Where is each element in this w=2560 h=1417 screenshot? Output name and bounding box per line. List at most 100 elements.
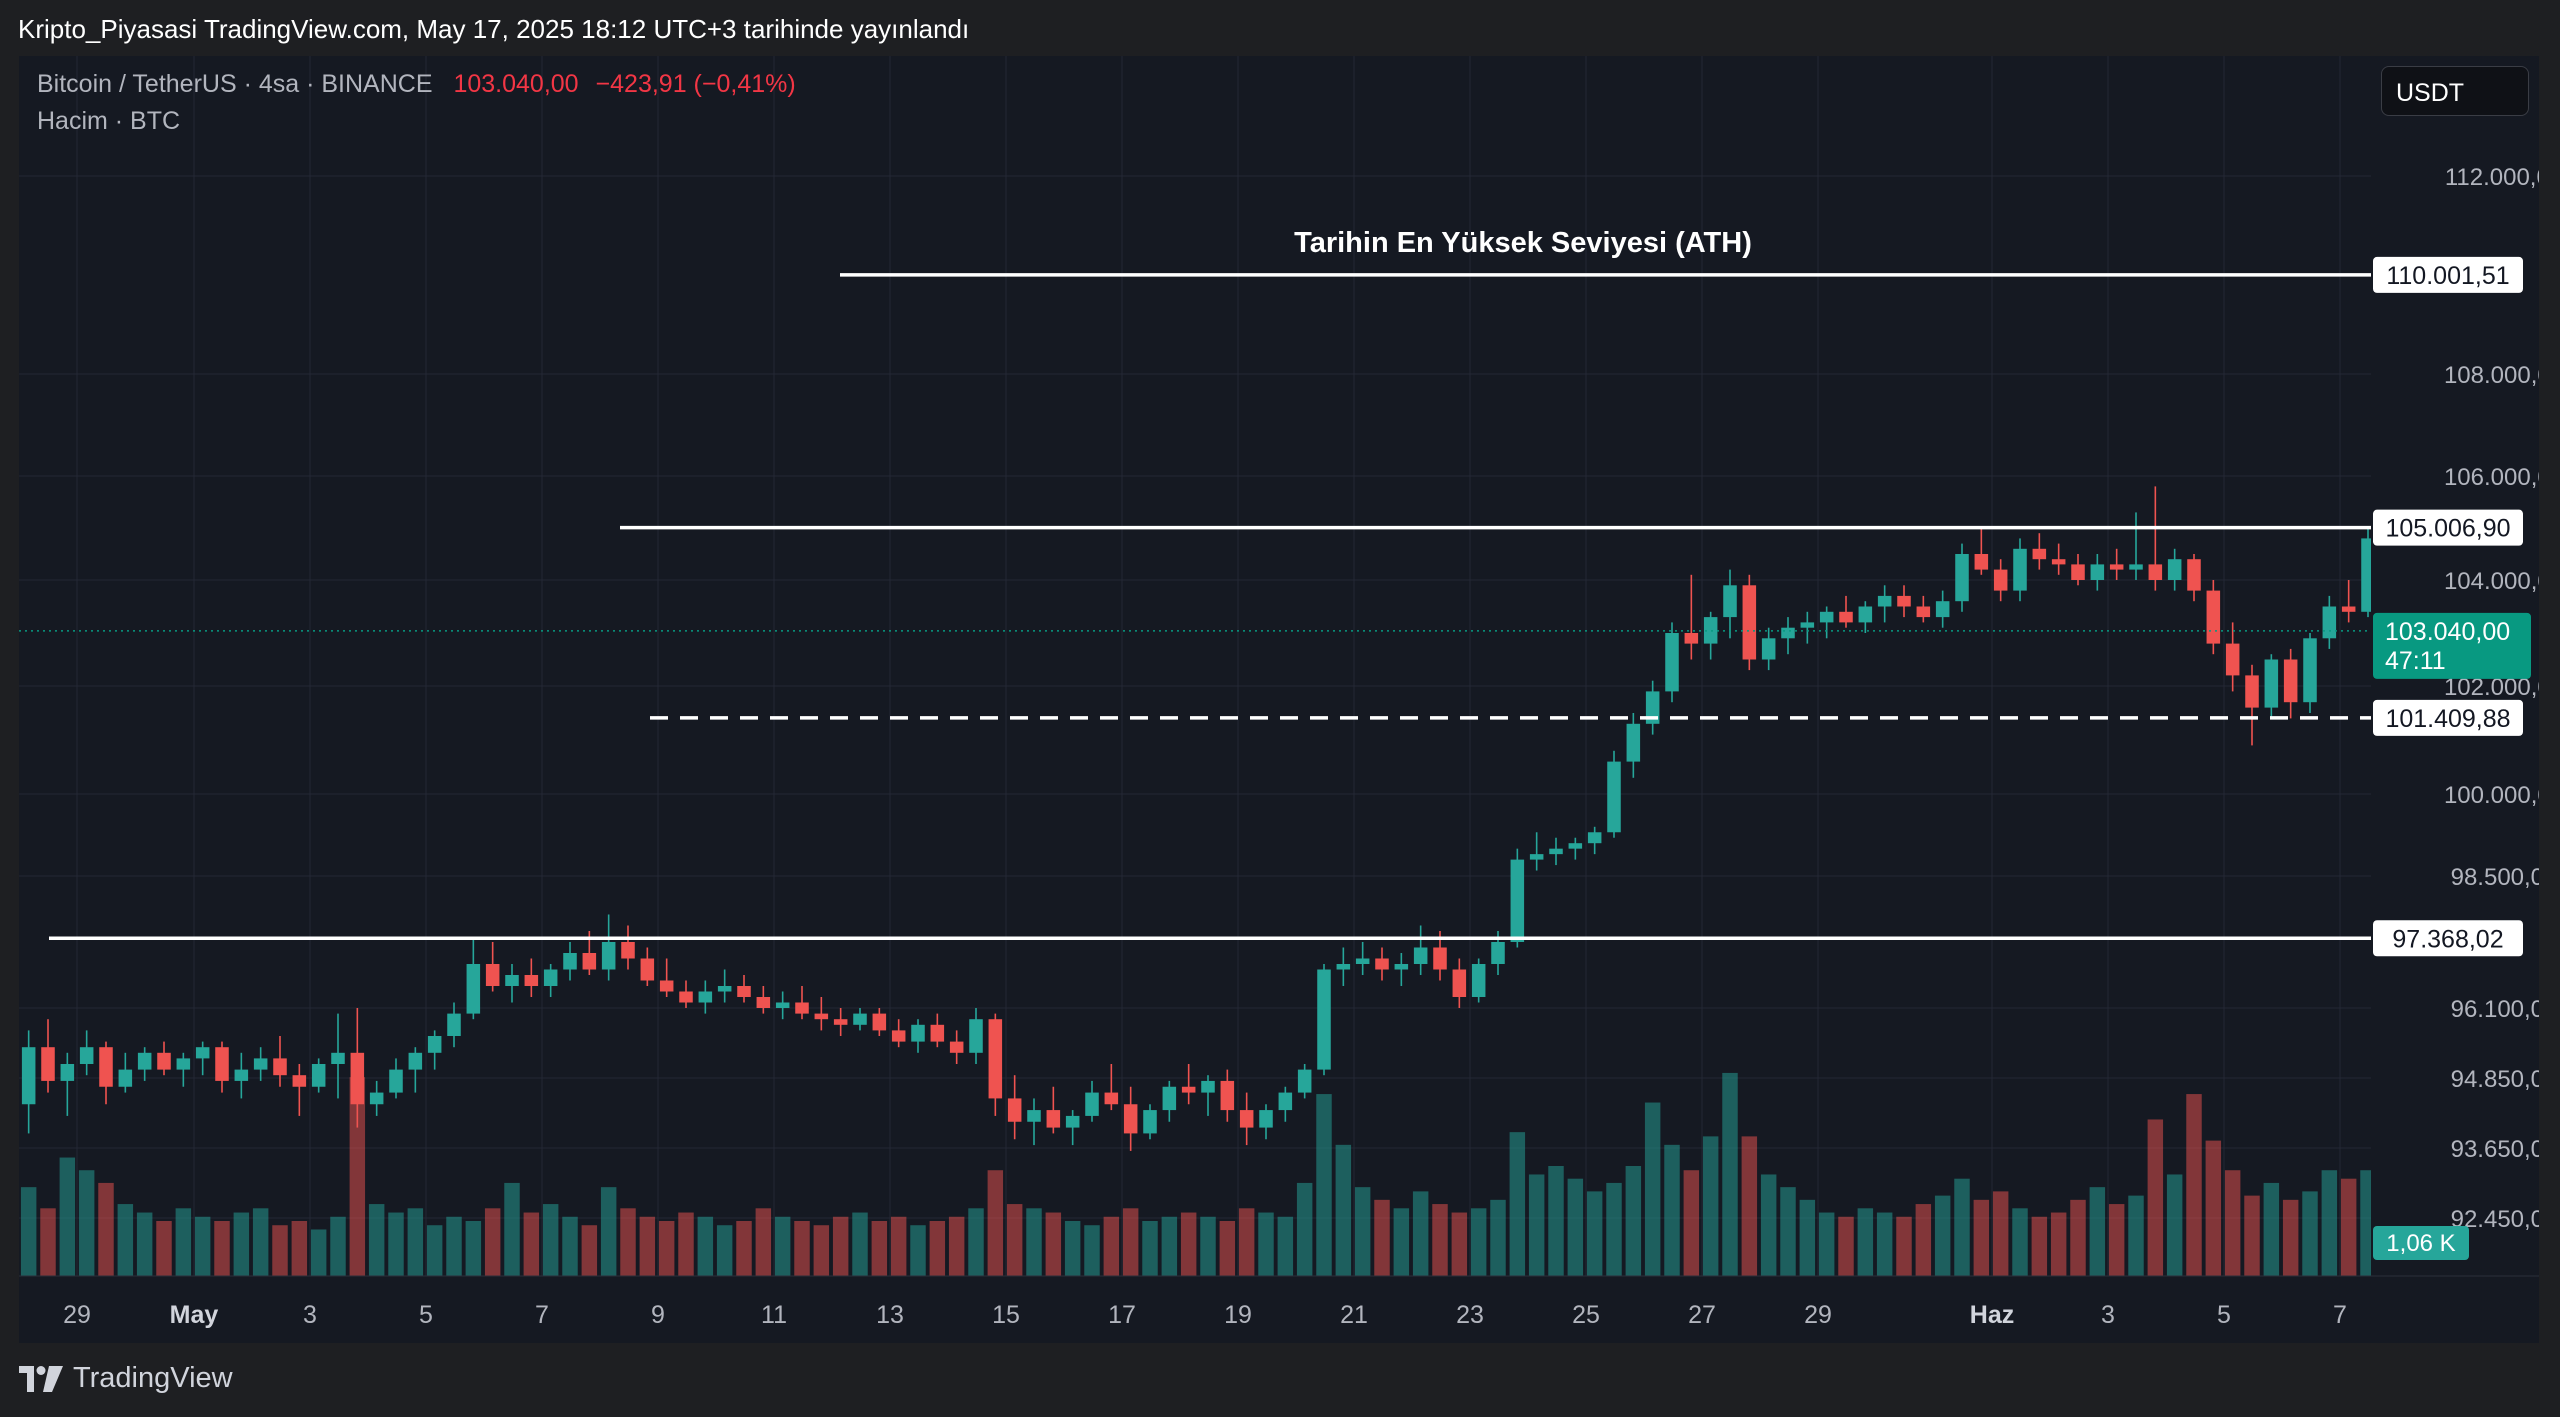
candle xyxy=(833,1008,848,1036)
candle-body xyxy=(1336,964,1351,970)
symbol-name[interactable]: Bitcoin / TetherUS · 4sa · BINANCE xyxy=(37,70,433,98)
volume-bar xyxy=(78,1170,95,1276)
candle xyxy=(137,1047,152,1081)
candle-body xyxy=(1317,969,1331,1070)
candle-body xyxy=(621,942,635,959)
candle-body xyxy=(2187,559,2201,591)
candle xyxy=(1297,1064,1312,1099)
y-tick-label: 100.000,00 xyxy=(2444,782,2539,809)
candle xyxy=(1452,958,1467,1008)
candle-body xyxy=(911,1024,925,1042)
candles xyxy=(21,486,2539,1151)
chart-pane[interactable]: Tarihin En Yüksek Seviyesi (ATH) 112.000,… xyxy=(19,56,2539,1343)
volume-bar xyxy=(156,1221,172,1276)
candle xyxy=(234,1052,249,1099)
currency-button[interactable]: USDT xyxy=(2381,66,2529,116)
candle xyxy=(891,1019,906,1048)
candle xyxy=(1336,947,1351,986)
candle-body xyxy=(1626,723,1641,762)
volume-bar xyxy=(2224,1170,2241,1276)
candle xyxy=(1723,569,1737,639)
candle-body xyxy=(60,1064,75,1081)
candle xyxy=(1355,942,1370,975)
candle-body xyxy=(1955,554,1969,602)
volume-bar xyxy=(1161,1216,1178,1276)
candle xyxy=(2167,548,2182,591)
candle-body xyxy=(1607,761,1621,833)
candle xyxy=(988,1013,1003,1116)
volume-bar xyxy=(2263,1182,2280,1276)
volume-bar xyxy=(736,1221,752,1276)
candle xyxy=(273,1036,287,1087)
candle-body xyxy=(640,958,655,981)
candle xyxy=(1143,1104,1157,1140)
volume-bar xyxy=(40,1208,56,1276)
candle-body xyxy=(1123,1104,1138,1134)
level-price-label: 110.001,51 xyxy=(2386,262,2509,290)
candle-body xyxy=(969,1019,983,1053)
volume-bar xyxy=(987,1170,1004,1276)
volume-last-label: 1,06 K xyxy=(2386,1230,2455,1257)
volume-bar xyxy=(1412,1191,1429,1276)
level-price-tag xyxy=(2373,509,2523,546)
candle xyxy=(79,1030,94,1076)
candle xyxy=(930,1013,945,1048)
candle xyxy=(2283,648,2298,719)
x-tick-label: 15 xyxy=(992,1301,1020,1329)
volume-bar xyxy=(446,1216,462,1276)
candle-body xyxy=(1703,617,1718,644)
candle-body xyxy=(1085,1092,1099,1116)
candle-body xyxy=(447,1013,461,1036)
candle-body xyxy=(2225,643,2240,676)
y-tick-label: 94.850,00 xyxy=(2451,1066,2539,1093)
candle xyxy=(2090,554,2105,591)
volume-bar xyxy=(1896,1216,1912,1276)
volume-bar xyxy=(1954,1178,1970,1276)
volume-legend[interactable]: Hacim · BTC xyxy=(37,107,181,135)
candle xyxy=(1800,611,1815,644)
volume-bar xyxy=(1625,1166,1642,1276)
candle xyxy=(1935,590,1950,628)
level-price-tag xyxy=(2373,256,2523,293)
volume-bar xyxy=(2108,1204,2125,1276)
candle-body xyxy=(41,1047,55,1081)
candle xyxy=(118,1052,133,1093)
volume-bar xyxy=(1915,1204,1932,1276)
candle-body xyxy=(1355,958,1370,964)
candle xyxy=(1201,1075,1215,1116)
volume-bar xyxy=(2186,1094,2202,1276)
candle-body xyxy=(1529,854,1544,860)
volume-bar xyxy=(1702,1136,1719,1276)
volume-bar xyxy=(233,1212,250,1276)
x-tick-label: 29 xyxy=(1804,1301,1832,1329)
candle xyxy=(485,942,500,992)
volume-bar xyxy=(1548,1166,1564,1276)
candle-body xyxy=(563,953,577,970)
candle-body xyxy=(369,1092,384,1105)
candle-body xyxy=(1858,606,1873,623)
candle-body xyxy=(872,1013,887,1031)
candle-body xyxy=(1278,1092,1293,1111)
candle-body xyxy=(311,1064,326,1087)
candle-body xyxy=(1259,1110,1273,1128)
tradingview-logo[interactable]: TradingView xyxy=(19,1362,233,1395)
volume-bar xyxy=(1374,1199,1390,1276)
candlestick-chart[interactable]: Tarihin En Yüksek Seviyesi (ATH) 112.000,… xyxy=(19,56,2539,1343)
candle xyxy=(1239,1092,1254,1146)
volume-bar xyxy=(1180,1212,1197,1276)
candle-body xyxy=(698,991,713,1003)
candle-body xyxy=(1935,601,1950,618)
candle xyxy=(1955,543,1969,612)
x-tick-label: 3 xyxy=(303,1301,317,1329)
volume-bar xyxy=(194,1216,211,1276)
candle xyxy=(1703,611,1718,660)
candle xyxy=(176,1052,191,1087)
volume-bar xyxy=(1683,1170,1700,1276)
candle-body xyxy=(253,1058,268,1070)
candle xyxy=(795,986,809,1020)
candle-body xyxy=(2167,559,2182,580)
current-price-label: 103.040,00 xyxy=(2385,618,2510,646)
volume-bar xyxy=(581,1225,598,1276)
candle xyxy=(1877,585,1892,623)
candle-body xyxy=(176,1058,191,1070)
